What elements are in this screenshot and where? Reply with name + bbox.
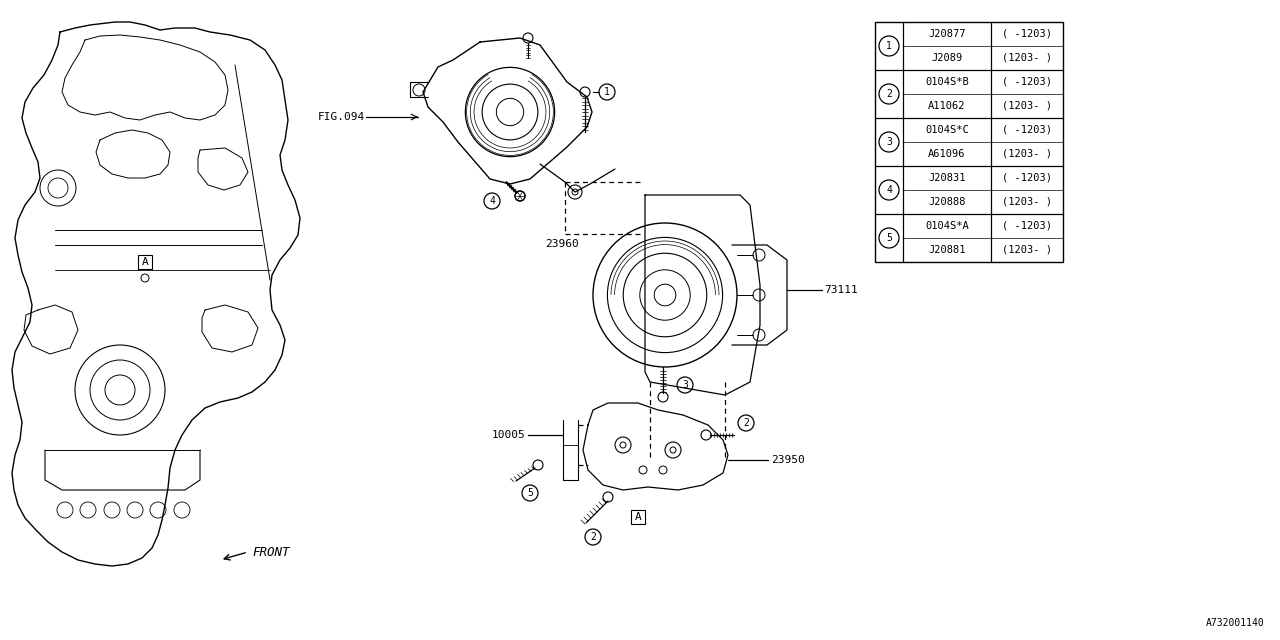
Text: 23960: 23960 — [545, 239, 579, 249]
Text: 0104S*C: 0104S*C — [925, 125, 969, 135]
Text: A11062: A11062 — [928, 101, 965, 111]
Text: 0104S*A: 0104S*A — [925, 221, 969, 231]
Bar — [631, 510, 645, 524]
Text: J20881: J20881 — [928, 245, 965, 255]
Text: 4: 4 — [886, 185, 892, 195]
Text: J20877: J20877 — [928, 29, 965, 39]
Text: 3: 3 — [886, 137, 892, 147]
Text: FIG.094: FIG.094 — [317, 112, 365, 122]
Text: (1203- ): (1203- ) — [1002, 53, 1052, 63]
Text: 0104S*B: 0104S*B — [925, 77, 969, 87]
Text: FRONT: FRONT — [252, 545, 289, 559]
Text: 5: 5 — [527, 488, 532, 498]
Text: J20831: J20831 — [928, 173, 965, 183]
Text: 2: 2 — [744, 418, 749, 428]
Text: (1203- ): (1203- ) — [1002, 149, 1052, 159]
Text: A732001140: A732001140 — [1206, 618, 1265, 628]
Text: 2: 2 — [590, 532, 596, 542]
Text: (1203- ): (1203- ) — [1002, 101, 1052, 111]
Text: (1203- ): (1203- ) — [1002, 197, 1052, 207]
Text: J20888: J20888 — [928, 197, 965, 207]
Text: 3: 3 — [682, 380, 687, 390]
Text: A: A — [142, 257, 148, 267]
Text: 10005: 10005 — [492, 430, 525, 440]
Text: ( -1203): ( -1203) — [1002, 221, 1052, 231]
Text: 1: 1 — [604, 87, 611, 97]
Bar — [138, 255, 152, 269]
Text: 4: 4 — [489, 196, 495, 206]
Text: 23950: 23950 — [771, 455, 805, 465]
Text: 5: 5 — [886, 233, 892, 243]
Text: A: A — [635, 512, 641, 522]
Text: ( -1203): ( -1203) — [1002, 29, 1052, 39]
Text: 1: 1 — [886, 41, 892, 51]
Text: ( -1203): ( -1203) — [1002, 77, 1052, 87]
Text: (1203- ): (1203- ) — [1002, 245, 1052, 255]
Text: ( -1203): ( -1203) — [1002, 173, 1052, 183]
Text: ( -1203): ( -1203) — [1002, 125, 1052, 135]
Bar — [876, 22, 1062, 262]
Text: A61096: A61096 — [928, 149, 965, 159]
Text: J2089: J2089 — [932, 53, 963, 63]
Text: 2: 2 — [886, 89, 892, 99]
Text: 73111: 73111 — [824, 285, 858, 295]
